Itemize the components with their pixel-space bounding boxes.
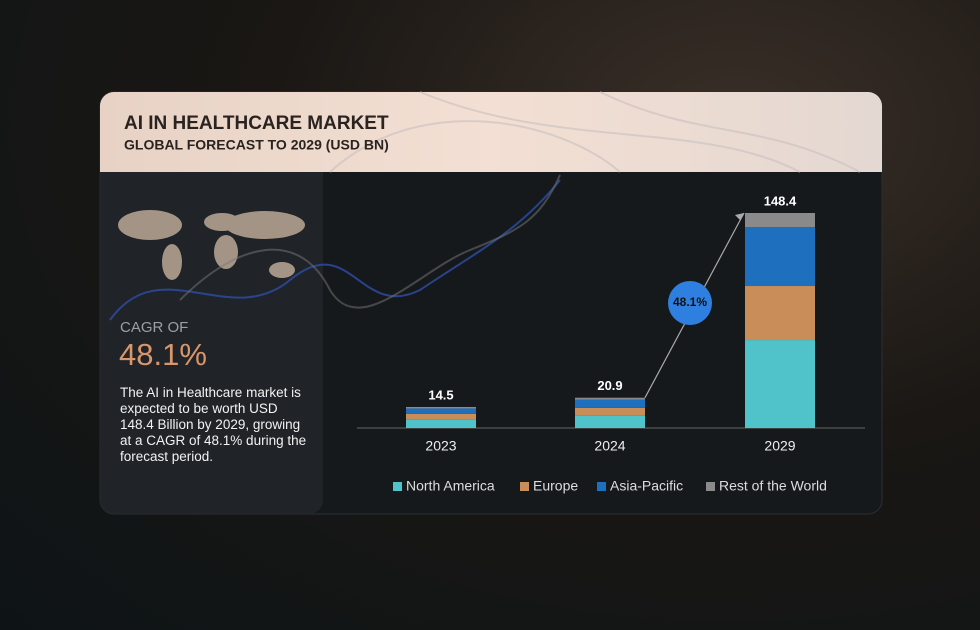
total-label: 148.4 [764, 193, 797, 208]
legend-label: Asia-Pacific [610, 478, 683, 494]
bar-segment [745, 286, 815, 341]
world-map [118, 210, 305, 280]
growth-label: 48.1% [673, 295, 707, 309]
x-tick-label: 2029 [764, 438, 795, 454]
bar-segment [406, 406, 476, 409]
bar-segment [745, 340, 815, 428]
cagr-caption: CAGR OF [120, 319, 188, 336]
decor-wave [179, 174, 561, 309]
header-band [100, 92, 882, 172]
bar-segment [575, 399, 645, 408]
arrow-head [735, 213, 744, 220]
total-label: 14.5 [428, 387, 453, 402]
legend-swatch [706, 482, 715, 491]
total-label: 20.9 [597, 378, 622, 393]
bar-segment [575, 415, 645, 428]
bar-segment [406, 408, 476, 414]
bar-segment [745, 227, 815, 287]
bar-segment [745, 213, 815, 228]
bar-segment [575, 397, 645, 400]
decor-tubes [329, 91, 861, 173]
legend-swatch [597, 482, 606, 491]
growth-bubble [668, 281, 712, 325]
side-panel [100, 172, 323, 514]
title: AI IN HEALTHCARE MARKET [124, 113, 389, 134]
description: The AI in Healthcare market is expected … [120, 385, 307, 464]
legend-label: Rest of the World [719, 478, 827, 494]
legend-label: Europe [533, 478, 578, 494]
legend-swatch [520, 482, 529, 491]
bar-segment [406, 413, 476, 420]
x-tick-label: 2023 [425, 438, 456, 454]
x-tick-label: 2024 [594, 438, 625, 454]
legend-swatch [393, 482, 402, 491]
cagr-value: 48.1% [119, 337, 207, 372]
bar-segment [406, 419, 476, 428]
legend-label: North America [406, 478, 495, 494]
subtitle: GLOBAL FORECAST TO 2029 (USD BN) [124, 137, 389, 153]
bar-segment [575, 407, 645, 416]
